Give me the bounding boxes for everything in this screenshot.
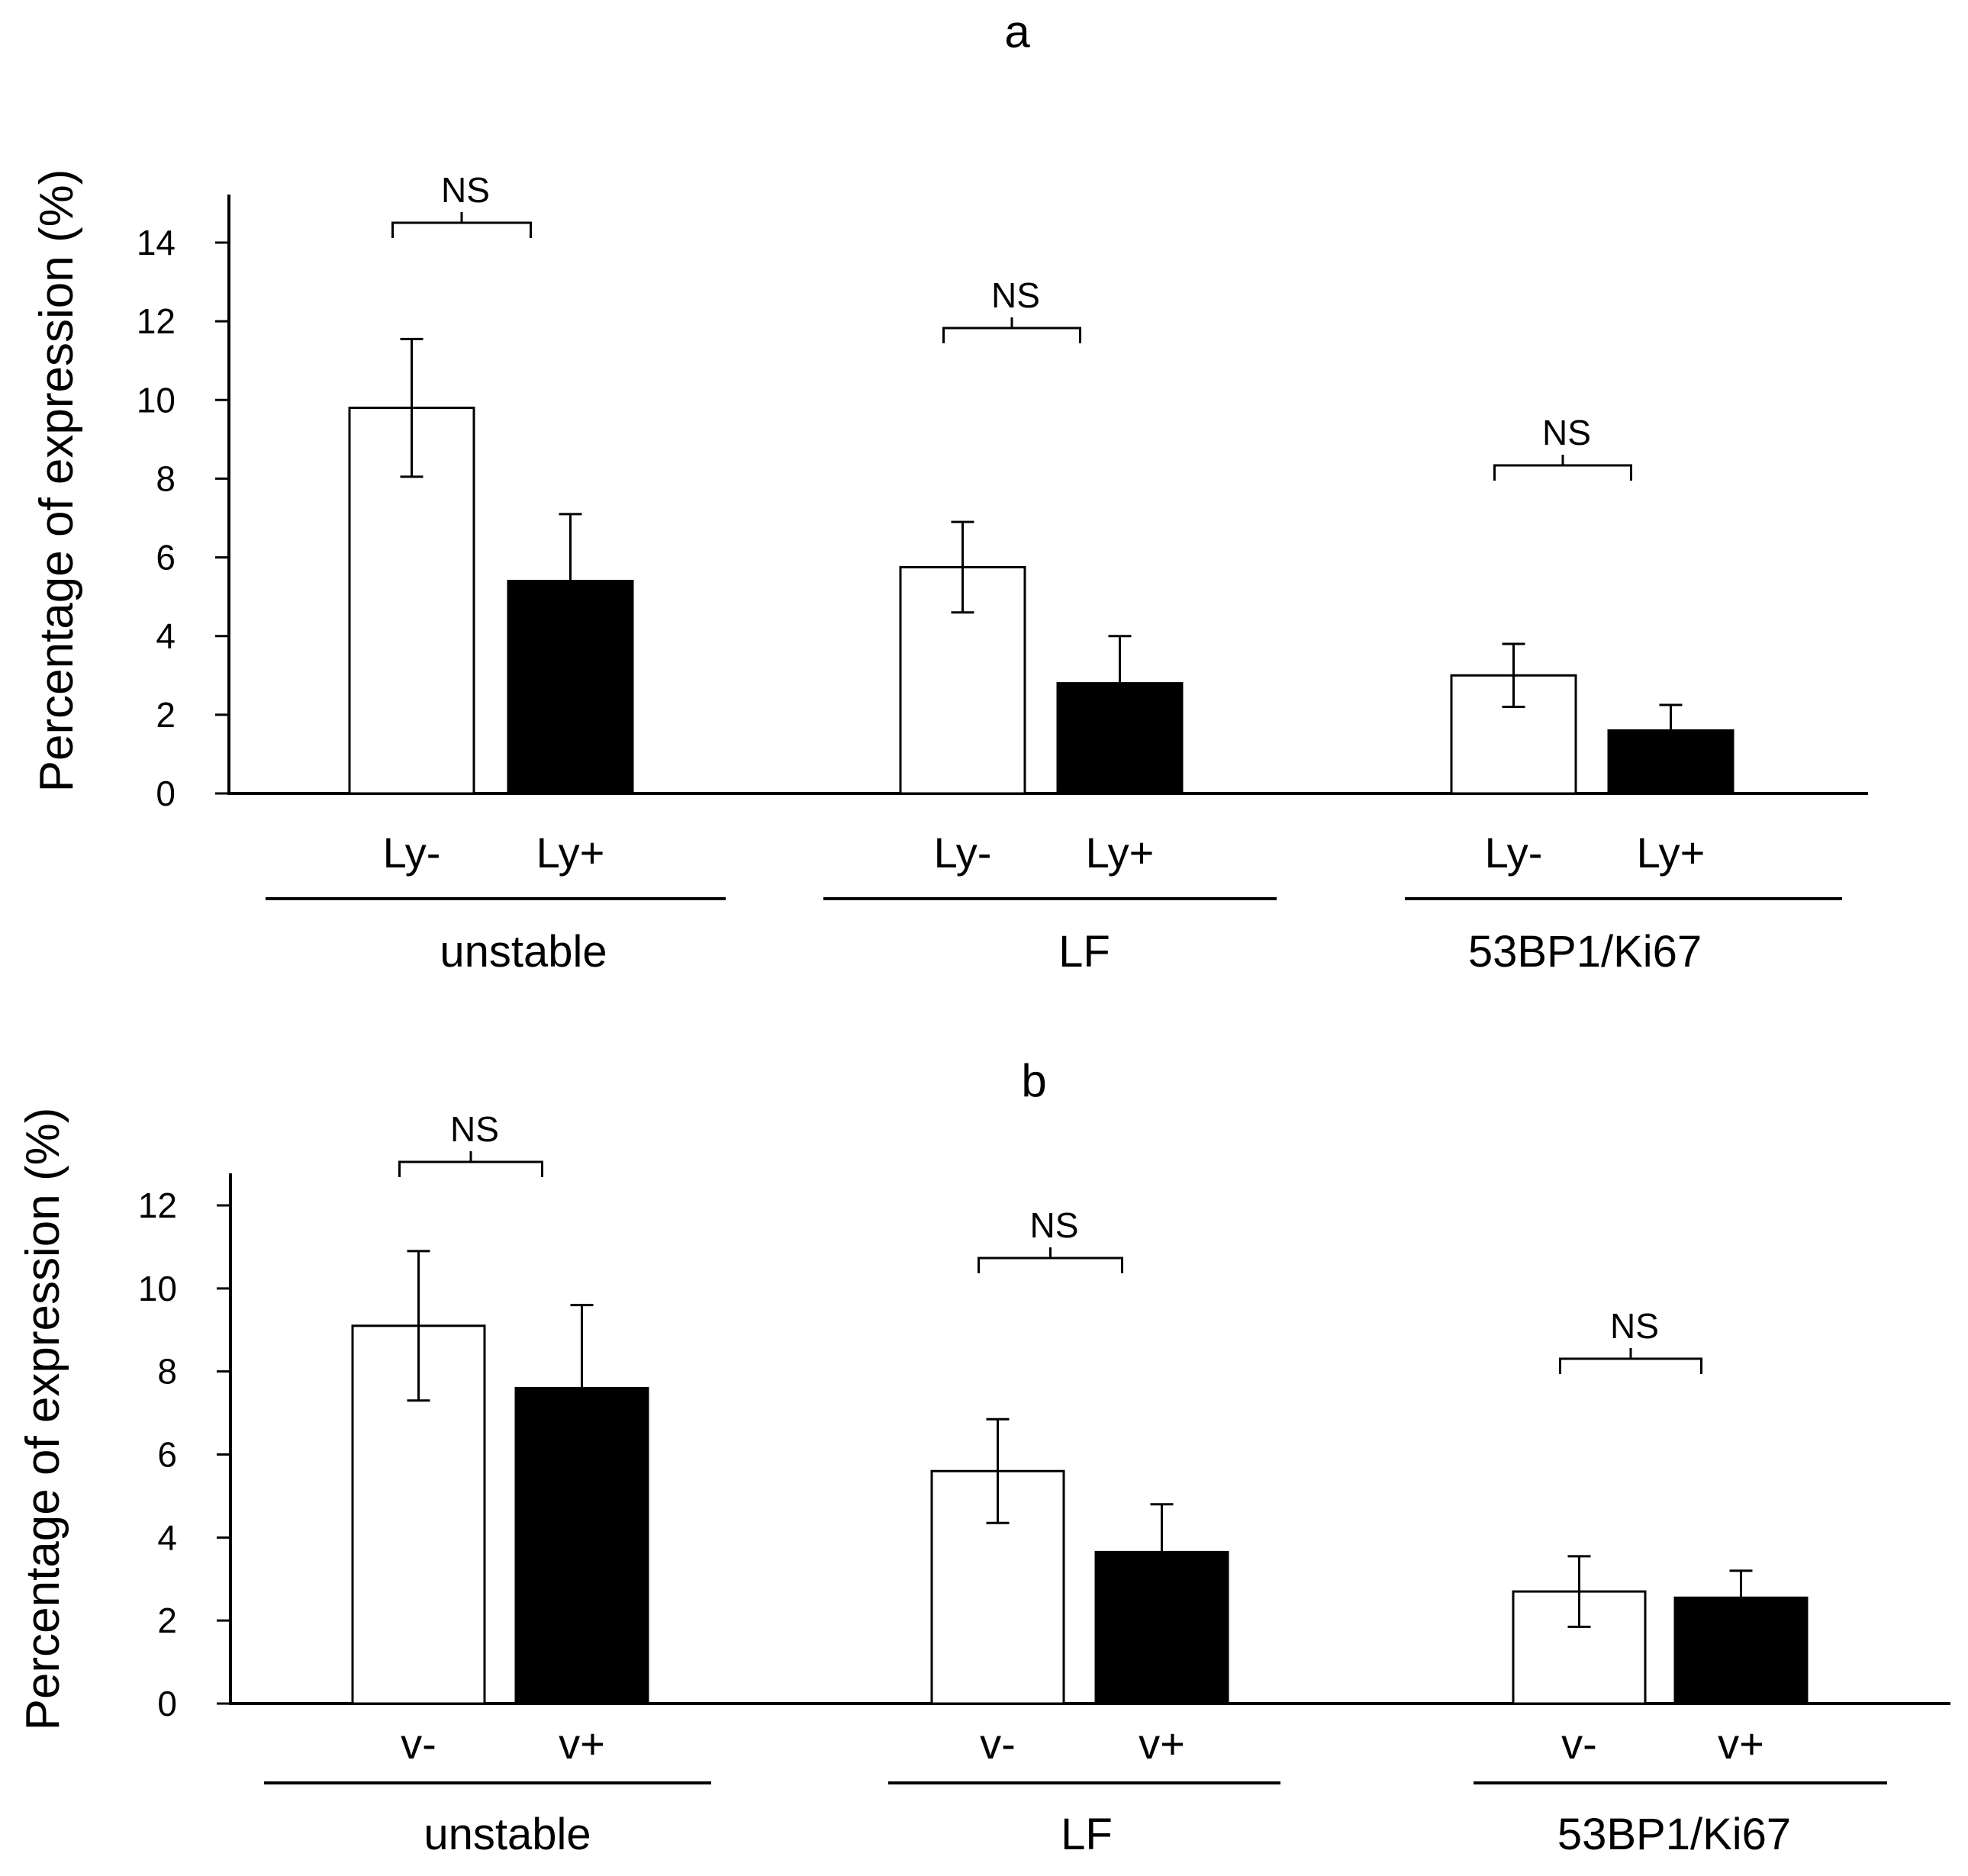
error-bar-Ly+-53BP1/Ki67	[1659, 703, 1683, 758]
y-tick-label: 12	[137, 301, 176, 341]
bracket-line	[398, 1160, 543, 1177]
group-label: unstable	[424, 1810, 591, 1859]
y-tick-label: 10	[138, 1269, 177, 1308]
error-bar-v+-LF	[1150, 1503, 1174, 1601]
error-bar-Ly--53BP1/Ki67	[1502, 642, 1525, 709]
group-label: 53BP1/Ki67	[1468, 927, 1702, 977]
y-tick-label: 10	[137, 380, 176, 420]
significance-label: NS	[450, 1109, 499, 1149]
y-tick-label: 12	[138, 1186, 177, 1225]
error-bar-v--unstable	[407, 1250, 430, 1402]
significance-label: NS	[1542, 413, 1591, 452]
bar-Ly--LF	[899, 565, 1026, 795]
error-bar-Ly+-LF	[1108, 635, 1132, 732]
significance-bracket: NS	[398, 1109, 543, 1177]
bracket-line	[391, 221, 532, 238]
group-label: LF	[1061, 1810, 1113, 1859]
group-label: LF	[1058, 927, 1110, 977]
category-label: v-	[980, 1720, 1016, 1768]
error-bar-Ly+-unstable	[559, 513, 582, 649]
y-tick-label: 8	[157, 1352, 177, 1392]
significance-bracket: NS	[1493, 413, 1632, 481]
group-label: 53BP1/Ki67	[1557, 1810, 1791, 1859]
chart-panel-b: b Percentage of expression (%) 0 2 4 6 8 10 12 v-…	[17, 1055, 1950, 1859]
category-label: v+	[559, 1720, 605, 1768]
y-tick-label: 6	[156, 538, 176, 578]
y-tick-label: 4	[157, 1517, 177, 1557]
error-bar-v--LF	[986, 1417, 1010, 1524]
significance-label: NS	[991, 275, 1040, 315]
category-label: Ly-	[383, 829, 441, 877]
y-tick-label: 2	[157, 1601, 177, 1640]
error-bar-v+-unstable	[570, 1304, 594, 1472]
category-label: v-	[1561, 1720, 1597, 1768]
y-tick-label: 0	[156, 774, 176, 813]
y-tick-label: 8	[156, 459, 176, 498]
category-label: Ly-	[934, 829, 992, 877]
error-bar-Ly--unstable	[400, 337, 424, 478]
significance-bracket: NS	[978, 1205, 1123, 1273]
category-label: v+	[1718, 1720, 1764, 1768]
error-bar-v--53BP1/Ki67	[1567, 1555, 1591, 1628]
significance-label: NS	[1030, 1205, 1079, 1245]
category-label: v-	[401, 1720, 436, 1768]
error-bar-v+-53BP1/Ki67	[1729, 1569, 1753, 1627]
bracket-line	[1493, 464, 1632, 481]
significance-label: NS	[1610, 1306, 1659, 1346]
y-axis-label: Percentage of expression (%)	[17, 1108, 69, 1731]
significance-bracket: NS	[1559, 1306, 1702, 1374]
y-tick-label: 14	[137, 223, 176, 262]
category-label: Ly-	[1485, 829, 1543, 877]
category-label: Ly+	[536, 829, 605, 877]
significance-bracket: NS	[942, 275, 1081, 343]
error-bar-Ly--LF	[951, 520, 974, 614]
significance-label: NS	[441, 170, 490, 210]
category-label: Ly+	[1086, 829, 1155, 877]
significance-bracket: NS	[391, 170, 532, 238]
category-label: v+	[1139, 1720, 1185, 1768]
chart-title: b	[1021, 1055, 1046, 1106]
y-axis-label: Percentage of expression (%)	[31, 169, 83, 793]
chart-title: a	[1004, 6, 1030, 57]
bar-Ly--53BP1/Ki67	[1450, 674, 1577, 795]
group-label: unstable	[440, 927, 607, 977]
y-tick-label: 0	[157, 1684, 177, 1723]
bracket-line	[978, 1257, 1123, 1273]
category-label: Ly+	[1637, 829, 1705, 877]
y-tick-label: 4	[156, 616, 176, 656]
bracket-line	[1559, 1357, 1702, 1374]
y-tick-label: 2	[156, 695, 176, 735]
chart-panel-a: a Percentage of expression (%) 0 2 4 6 8 10 12 14…	[31, 6, 1868, 977]
bracket-line	[942, 327, 1081, 343]
y-tick-label: 6	[157, 1435, 177, 1475]
